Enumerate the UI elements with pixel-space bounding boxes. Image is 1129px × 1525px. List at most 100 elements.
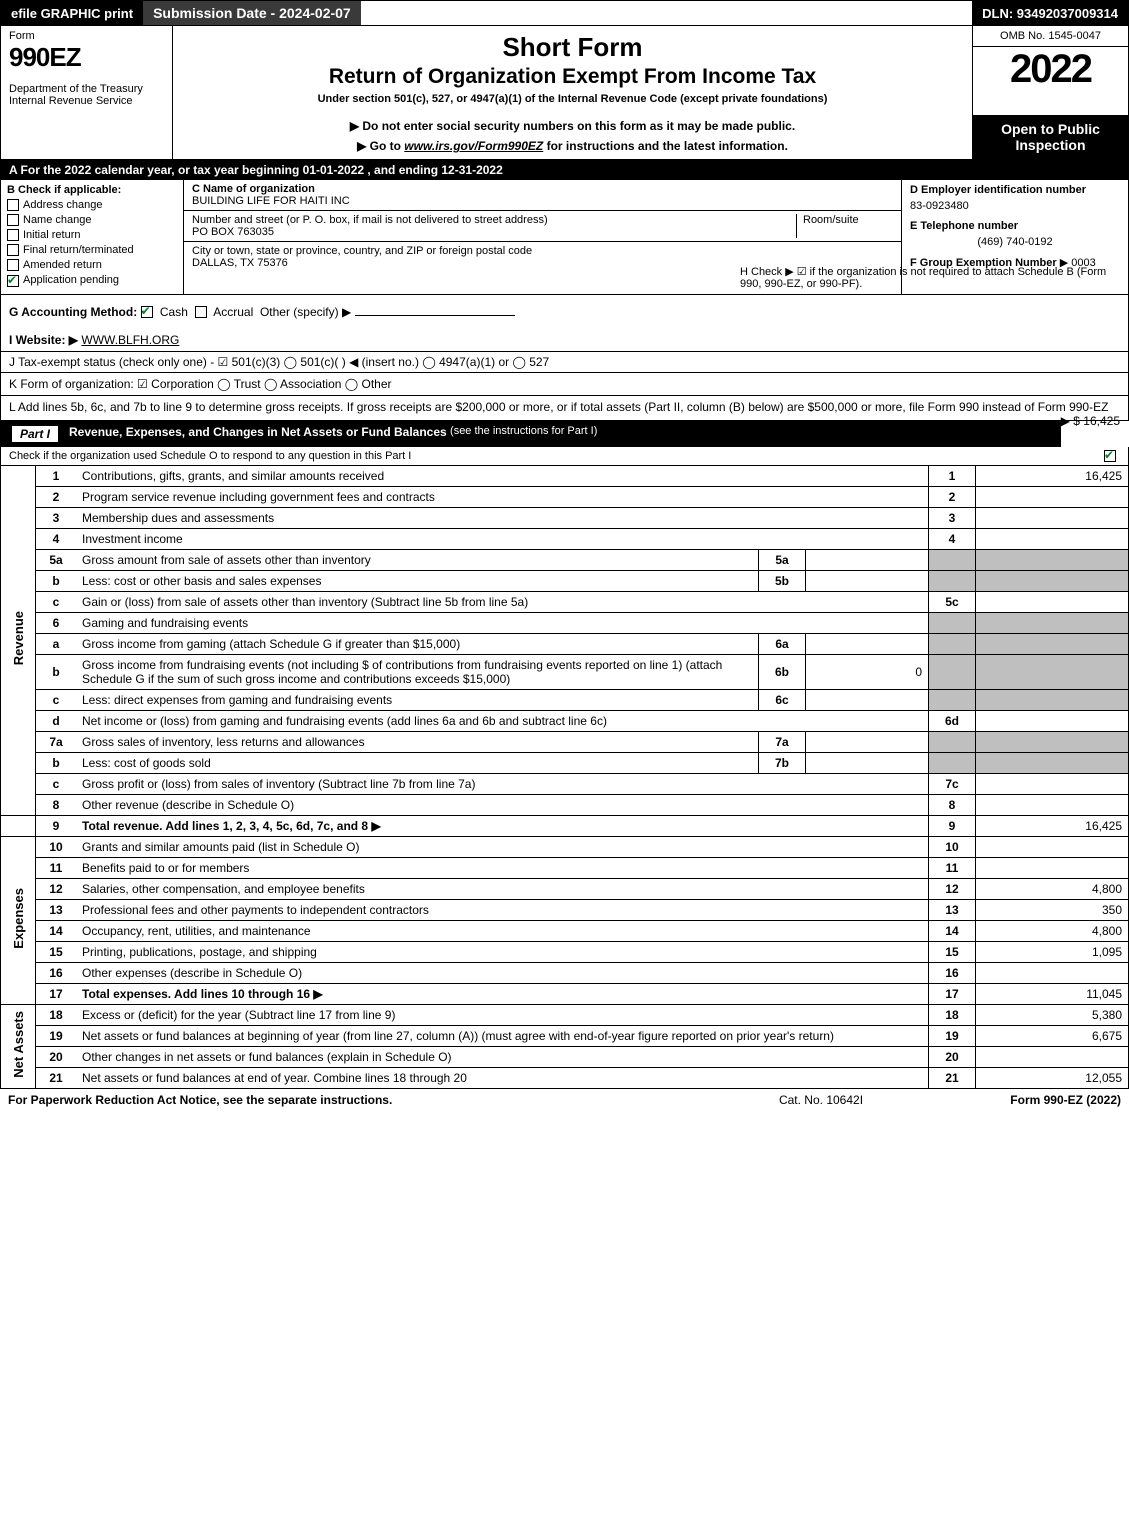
k-form-org: K Form of organization: ☑ Corporation ◯ … xyxy=(9,377,1120,391)
desc-5b: Less: cost or other basis and sales expe… xyxy=(76,570,759,591)
row-a-period: A For the 2022 calendar year, or tax yea… xyxy=(0,160,1129,180)
ln-21: 21 xyxy=(36,1067,77,1088)
desc-8: Other revenue (describe in Schedule O) xyxy=(76,794,929,815)
title-return: Return of Organization Exempt From Incom… xyxy=(183,65,962,89)
lbl-address-change: Address change xyxy=(23,199,103,211)
subval-6b: 0 xyxy=(806,654,929,689)
checkbox-accrual[interactable] xyxy=(195,306,207,318)
desc-16: Other expenses (describe in Schedule O) xyxy=(76,962,929,983)
ln-7c: c xyxy=(36,773,77,794)
val-21: 12,055 xyxy=(976,1067,1129,1088)
val-7c xyxy=(976,773,1129,794)
telephone-value: (469) 740-0192 xyxy=(910,236,1120,248)
desc-5c: Gain or (loss) from sale of assets other… xyxy=(76,591,929,612)
val-10 xyxy=(976,836,1129,857)
desc-18: Excess or (deficit) for the year (Subtra… xyxy=(76,1004,929,1025)
c-addr-label: Number and street (or P. O. box, if mail… xyxy=(192,214,548,226)
form-word: Form xyxy=(9,30,164,42)
desc-20: Other changes in net assets or fund bala… xyxy=(76,1046,929,1067)
header-right: OMB No. 1545-0047 2022 Open to Public In… xyxy=(972,26,1128,159)
d-ein-label: D Employer identification number xyxy=(910,184,1120,196)
checkbox-final-return[interactable] xyxy=(7,244,19,256)
num-2: 2 xyxy=(929,486,976,507)
val-15: 1,095 xyxy=(976,941,1129,962)
i-website-label: I Website: ▶ xyxy=(9,333,78,347)
website-value[interactable]: WWW.BLFH.ORG xyxy=(81,333,179,347)
ln-5a: 5a xyxy=(36,549,77,570)
checkbox-name-change[interactable] xyxy=(7,214,19,226)
subval-5b xyxy=(806,570,929,591)
num-16: 16 xyxy=(929,962,976,983)
side-label-expenses: Expenses xyxy=(1,836,36,1004)
sub-5a: 5a xyxy=(759,549,806,570)
ein-value: 83-0923480 xyxy=(910,200,1120,212)
dept-irs: Internal Revenue Service xyxy=(9,95,164,107)
g-label: G Accounting Method: xyxy=(9,305,137,319)
side-rev-bottom xyxy=(1,815,36,836)
dept-treasury: Department of the Treasury xyxy=(9,83,164,95)
ln-16: 16 xyxy=(36,962,77,983)
checkbox-initial-return[interactable] xyxy=(7,229,19,241)
ln-7b: b xyxy=(36,752,77,773)
num-6c-grey xyxy=(929,689,976,710)
part-i-label: Part I xyxy=(11,425,59,443)
val-19: 6,675 xyxy=(976,1025,1129,1046)
checkbox-schedule-o[interactable] xyxy=(1104,450,1116,462)
desc-1: Contributions, gifts, grants, and simila… xyxy=(76,466,929,487)
val-5c xyxy=(976,591,1129,612)
ln-10: 10 xyxy=(36,836,77,857)
val-16 xyxy=(976,962,1129,983)
checkbox-amended-return[interactable] xyxy=(7,259,19,271)
num-12: 12 xyxy=(929,878,976,899)
num-6d: 6d xyxy=(929,710,976,731)
ln-4: 4 xyxy=(36,528,77,549)
j-tax-exempt: J Tax-exempt status (check only one) - ☑… xyxy=(1,351,1128,373)
num-18: 18 xyxy=(929,1004,976,1025)
lbl-cash: Cash xyxy=(160,305,188,319)
ln-7a: 7a xyxy=(36,731,77,752)
ln-6d: d xyxy=(36,710,77,731)
checkbox-cash[interactable] xyxy=(141,306,153,318)
num-6-grey xyxy=(929,612,976,633)
col-b-checkboxes: B Check if applicable: Address change Na… xyxy=(1,180,184,294)
num-20: 20 xyxy=(929,1046,976,1067)
open-to-public: Open to Public Inspection xyxy=(973,115,1128,159)
top-bar: efile GRAPHIC print Submission Date - 20… xyxy=(0,0,1129,26)
sub-6b: 6b xyxy=(759,654,806,689)
val-2 xyxy=(976,486,1129,507)
desc-6d: Net income or (loss) from gaming and fun… xyxy=(76,710,929,731)
desc-12: Salaries, other compensation, and employ… xyxy=(76,878,929,899)
lbl-name-change: Name change xyxy=(23,214,92,226)
num-19: 19 xyxy=(929,1025,976,1046)
org-name: BUILDING LIFE FOR HAITI INC xyxy=(192,195,350,207)
efile-print-label[interactable]: efile GRAPHIC print xyxy=(1,1,143,25)
ln-14: 14 xyxy=(36,920,77,941)
checkbox-application-pending[interactable] xyxy=(7,275,19,287)
form-header: Form 990EZ Department of the Treasury In… xyxy=(0,26,1129,160)
note-ssn: ▶ Do not enter social security numbers o… xyxy=(183,119,962,133)
num-3: 3 xyxy=(929,507,976,528)
num-17: 17 xyxy=(929,983,976,1004)
c-name-label: C Name of organization xyxy=(192,183,315,195)
ln-3: 3 xyxy=(36,507,77,528)
irs-link[interactable]: www.irs.gov/Form990EZ xyxy=(404,139,543,153)
ln-8: 8 xyxy=(36,794,77,815)
checkbox-address-change[interactable] xyxy=(7,199,19,211)
ln-13: 13 xyxy=(36,899,77,920)
tax-year: 2022 xyxy=(973,47,1128,92)
desc-6b: Gross income from fundraising events (no… xyxy=(76,654,759,689)
ln-9: 9 xyxy=(36,815,77,836)
val-8 xyxy=(976,794,1129,815)
desc-6: Gaming and fundraising events xyxy=(76,612,929,633)
f-group-label: F Group Exemption Number xyxy=(910,257,1057,269)
title-short-form: Short Form xyxy=(183,32,962,63)
ln-19: 19 xyxy=(36,1025,77,1046)
ln-6b: b xyxy=(36,654,77,689)
val-1: 16,425 xyxy=(976,466,1129,487)
org-city-state-zip: DALLAS, TX 75376 xyxy=(192,257,288,269)
num-7a-grey xyxy=(929,731,976,752)
other-specify-input[interactable] xyxy=(355,315,515,316)
subval-7a xyxy=(806,731,929,752)
desc-4: Investment income xyxy=(76,528,929,549)
part-i-check-row: Check if the organization used Schedule … xyxy=(0,447,1129,466)
